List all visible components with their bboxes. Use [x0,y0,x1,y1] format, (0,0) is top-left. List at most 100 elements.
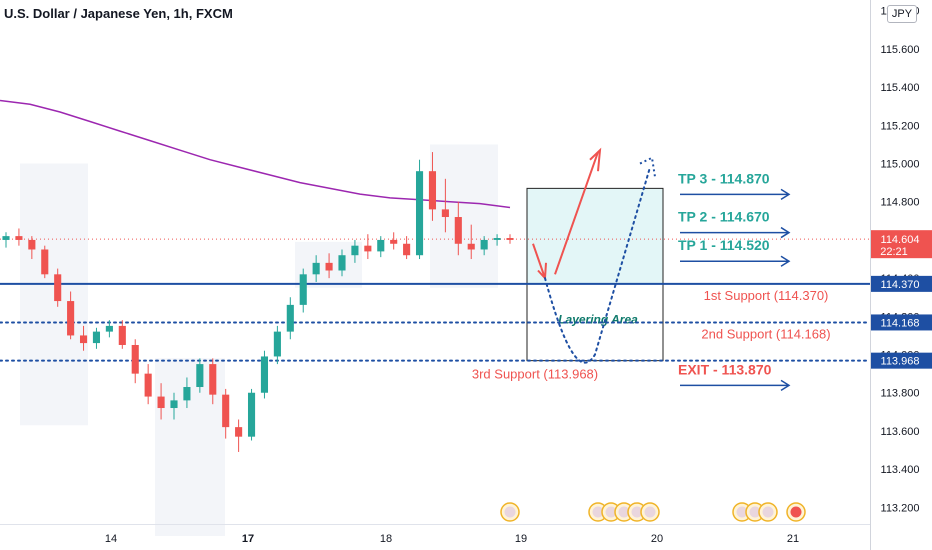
candle-body [2,236,10,240]
time-tick-label: 17 [242,533,254,545]
tp-target-3: TP 3 - 114.870 [678,170,791,201]
bullish-projection [554,151,599,275]
candle [364,234,372,260]
candle-body [480,239,488,250]
event-dot [631,506,643,518]
time-axis[interactable]: 14 17 18 19 20 21 [0,524,870,546]
target-label: TP 2 - 114.670 [678,209,770,225]
event-dot [762,506,774,518]
candle [415,159,424,260]
exit-target: EXIT - 113.870 [678,361,791,392]
price-tick-label: 115.200 [881,120,920,132]
candle [15,228,23,246]
level-price-badge [871,352,932,369]
candle [131,339,139,384]
candle-body [428,171,437,210]
price-axis[interactable]: 113.200113.400113.600113.800114.000114.2… [870,0,932,550]
candle-body [92,331,101,344]
candle-body [79,335,88,344]
candle-body [299,274,307,305]
support-label-1: 1st Support (114.370) [704,288,829,303]
candle [67,291,75,340]
event-dot [749,506,761,518]
candle-body [454,217,462,244]
candle-body [131,344,139,374]
tp-zone-box [526,187,664,285]
layering-area-label: Layering Area [558,312,638,326]
candle [299,268,307,313]
candle-body [415,171,424,256]
candle-body [286,304,294,332]
bullish-arrowhead [589,147,602,172]
candle [377,236,385,258]
candle [338,249,346,277]
candle-body [105,325,113,332]
candle-body [338,255,346,271]
candle [183,377,191,409]
time-tick-label: 19 [515,533,527,545]
candle [493,234,501,246]
candle-body [467,243,475,250]
candle-body [118,325,126,345]
time-tick-label: 14 [105,533,117,545]
event-flag-icon[interactable] [500,502,520,522]
candle [209,358,217,405]
candle-body [15,236,23,240]
candle-body [41,249,49,275]
highlight-zone [20,163,88,426]
target-label: TP 3 - 114.870 [678,170,770,186]
event-flag-icon[interactable] [786,502,806,522]
ma-line [0,99,511,209]
event-dot [618,506,630,518]
candle [105,320,113,338]
target-label: TP 1 - 114.520 [678,237,770,253]
event-dot [504,506,516,518]
level-price-text: 114.370 [881,279,920,291]
candle-body [235,427,243,437]
event-dot [605,506,617,518]
candle-body [506,238,514,240]
economic-events[interactable] [500,502,806,522]
candle [454,201,462,256]
candle [428,152,437,221]
moving-average [0,99,511,209]
current-price-text: 114.604 [881,234,920,246]
candle-body [170,400,178,409]
price-tick-label: 115.600 [881,44,920,56]
support-label-3: 3rd Support (113.968) [472,367,598,382]
event-flag-icon[interactable] [640,502,660,522]
candle [41,245,49,279]
candle [403,236,411,260]
candle [286,297,294,340]
event-dot [592,506,604,518]
currency-button[interactable]: JPY [887,5,917,23]
target-arrow-head [780,255,791,267]
event-flag-icon[interactable] [758,502,778,522]
candle-body [157,396,165,409]
candle-body [351,245,359,256]
candle [235,419,243,452]
candle-body [247,392,256,437]
layering-projection [544,166,651,364]
candle [441,178,449,233]
target-arrow-head [780,226,791,239]
candlesticks [2,152,514,452]
candle [325,253,333,279]
candle [312,255,320,282]
price-tick-label: 115.000 [881,159,920,171]
target-arrow-head [780,188,791,201]
candle [480,236,488,256]
candle [222,388,230,439]
candle [390,232,398,250]
price-tick-label: 113.600 [881,426,920,438]
price-tick-label: 113.200 [881,502,920,514]
time-tick-label: 21 [787,533,799,545]
level-price-text: 113.968 [881,356,920,368]
level-price-text: 114.168 [881,317,920,329]
target-arrow-head [780,379,791,392]
candle-body [54,274,62,302]
candle-body [196,364,204,388]
candle [467,224,475,260]
candle [144,364,152,405]
